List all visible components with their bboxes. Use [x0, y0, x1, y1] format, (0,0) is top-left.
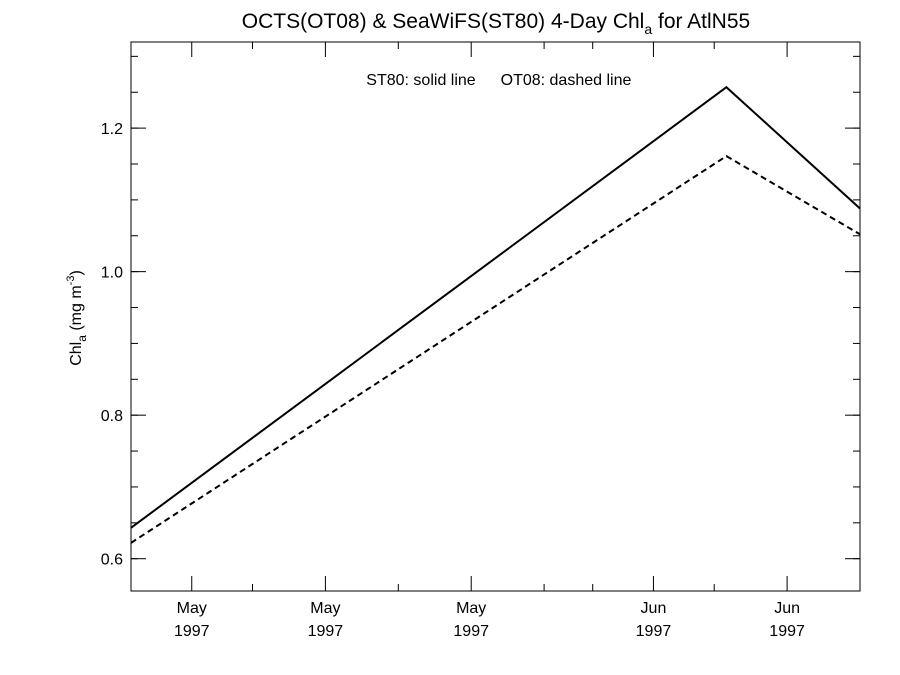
y-tick-label: 0.8 [101, 408, 123, 425]
solid-series-line [130, 85, 861, 529]
x-tick-label-year: 1997 [769, 623, 805, 640]
x-tick-label-month: May [310, 600, 340, 617]
y-tick-label: 1.2 [101, 121, 123, 138]
dashed-series-line [130, 154, 861, 544]
x-tick-label-month: May [456, 600, 486, 617]
chart-title: OCTS(OT08) & SeaWiFS(ST80) 4-Day Chla fo… [242, 10, 750, 37]
dashed-legend-text: OT08: dashed line [501, 72, 632, 89]
y-tick-label: 1.0 [101, 265, 123, 282]
y-axis-label: Chla (mg m-3) [65, 270, 89, 366]
x-tick-label-year: 1997 [308, 623, 344, 640]
x-tick-label-month: Jun [774, 600, 800, 617]
x-tick-label-year: 1997 [174, 623, 210, 640]
x-tick-label-year: 1997 [453, 623, 489, 640]
x-tick-label-year: 1997 [636, 623, 672, 640]
plot-frame [130, 41, 861, 592]
x-tick-label-month: Jun [641, 600, 667, 617]
y-tick-label: 0.6 [101, 552, 123, 569]
solid-legend-text: ST80: solid line [366, 72, 475, 89]
x-tick-label-month: May [177, 600, 207, 617]
